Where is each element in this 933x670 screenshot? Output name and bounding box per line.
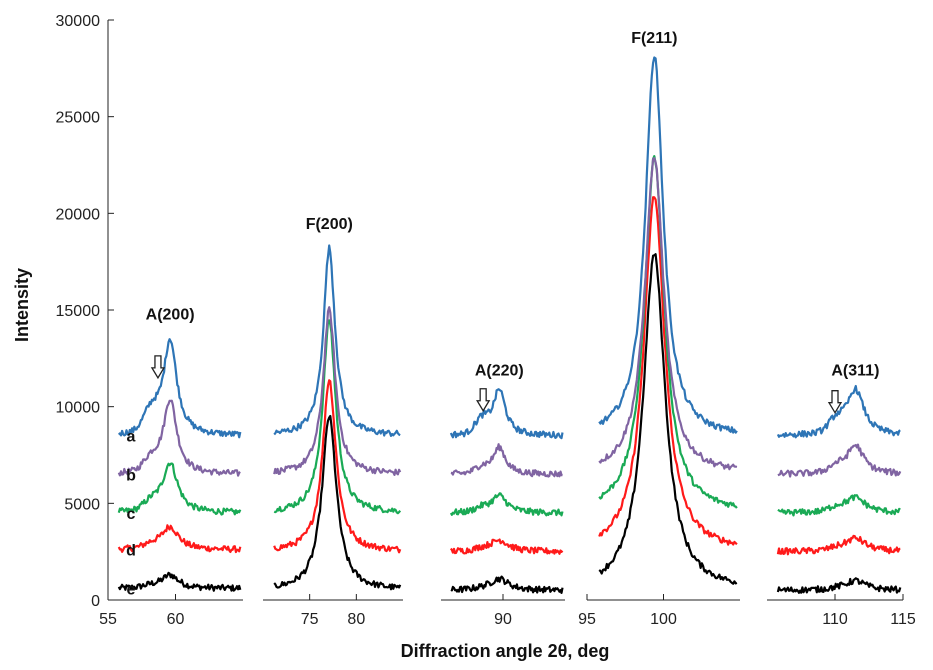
- series-e-line: [273, 414, 402, 591]
- x-axis: 55 60 75 80 90 95 100 110 115: [99, 594, 916, 628]
- series-e-line: [598, 253, 738, 585]
- series-b-line: [117, 399, 241, 477]
- series-b-line: [450, 443, 563, 478]
- y-tick-label: 20000: [56, 206, 101, 223]
- series-d-line: [449, 538, 564, 555]
- series-c-line: [598, 155, 738, 509]
- series-a-line: [776, 384, 901, 439]
- curve-label-e: e: [127, 581, 136, 598]
- x-tick-label: 90: [494, 611, 512, 628]
- series-c-line: [777, 494, 901, 517]
- y-tick-label: 10000: [56, 400, 101, 417]
- x-tick-label: 110: [822, 611, 848, 628]
- series-e-line: [450, 575, 564, 594]
- y-axis: 0 5000 10000 15000 20000 25000 30000: [56, 13, 114, 610]
- x-tick-label: 95: [578, 611, 596, 628]
- curve-label-c: c: [127, 506, 136, 523]
- down-arrow-icon: [150, 355, 166, 380]
- series-d-line: [598, 196, 738, 546]
- peak-label: F(211): [631, 30, 677, 47]
- series-c-line: [449, 492, 564, 517]
- y-tick-label: 5000: [64, 496, 100, 513]
- series-c-line: [273, 319, 402, 515]
- x-axis-title: Diffraction angle 2θ, deg: [401, 641, 610, 661]
- x-tick-label: 80: [347, 611, 365, 628]
- chart-panels: [117, 56, 902, 594]
- series-b-line: [273, 306, 402, 476]
- curve-label-d: d: [126, 543, 136, 560]
- curve-label-a: a: [127, 429, 136, 446]
- x-tick-label: 55: [99, 611, 117, 628]
- y-tick-label: 30000: [56, 13, 101, 30]
- series-b-line: [598, 157, 738, 471]
- series-d-line: [776, 534, 901, 556]
- series-d-line: [117, 524, 242, 554]
- y-tick-label: 25000: [56, 110, 101, 127]
- y-axis-title: Intensity: [12, 268, 32, 342]
- x-tick-label: 115: [890, 611, 916, 628]
- down-arrow-icon: [476, 388, 491, 412]
- series-b-line: [777, 443, 902, 478]
- series-e-line: [776, 577, 902, 594]
- peak-label: A(200): [146, 307, 195, 324]
- y-tick-label: 15000: [56, 303, 101, 320]
- curve-labels: A(200) F(200) A(220) F(211) A(311) a b c d e: [126, 30, 879, 598]
- series-c-line: [117, 462, 242, 516]
- x-tick-label: 75: [301, 611, 319, 628]
- x-tick-label: 60: [167, 611, 185, 628]
- peak-label: A(311): [831, 363, 879, 380]
- series-d-line: [273, 379, 402, 554]
- series-a-line: [449, 388, 564, 440]
- series-a-line: [598, 56, 738, 434]
- peak-label: A(220): [475, 363, 524, 380]
- series-a-line: [117, 338, 242, 439]
- x-tick-label: 100: [650, 611, 677, 628]
- series-a-line: [273, 244, 401, 437]
- down-arrow-icon: [827, 390, 843, 414]
- peak-label: F(200): [306, 216, 353, 233]
- series-e-line: [117, 571, 242, 592]
- y-tick-label: 0: [91, 593, 100, 610]
- curve-label-b: b: [126, 467, 136, 484]
